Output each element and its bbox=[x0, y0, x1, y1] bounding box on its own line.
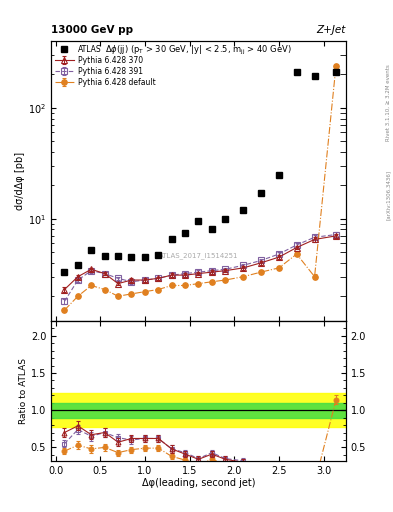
ATLAS bbox=[294, 69, 299, 75]
ATLAS bbox=[169, 237, 174, 243]
ATLAS bbox=[259, 190, 263, 196]
ATLAS bbox=[143, 254, 147, 260]
Text: ATLAS_2017_I1514251: ATLAS_2017_I1514251 bbox=[159, 252, 238, 259]
Y-axis label: dσ/dΔφ [pb]: dσ/dΔφ [pb] bbox=[15, 152, 25, 210]
Text: Z+Jet: Z+Jet bbox=[316, 26, 346, 35]
ATLAS bbox=[183, 229, 187, 236]
Line: ATLAS: ATLAS bbox=[61, 69, 339, 275]
ATLAS bbox=[312, 73, 317, 79]
ATLAS bbox=[241, 207, 246, 213]
ATLAS bbox=[209, 226, 214, 232]
Text: 13000 GeV pp: 13000 GeV pp bbox=[51, 26, 133, 35]
ATLAS bbox=[196, 218, 201, 224]
ATLAS bbox=[223, 216, 228, 222]
Text: Rivet 3.1.10, ≥ 3.2M events: Rivet 3.1.10, ≥ 3.2M events bbox=[386, 64, 391, 141]
ATLAS bbox=[62, 269, 67, 275]
Legend: ATLAS, Pythia 6.428 370, Pythia 6.428 391, Pythia 6.428 default: ATLAS, Pythia 6.428 370, Pythia 6.428 39… bbox=[53, 43, 157, 88]
Text: $\Delta\phi$(jj) (p$_\mathrm{T}$ > 30 GeV, |y| < 2.5, m$_\mathrm{jj}$ > 40 GeV): $\Delta\phi$(jj) (p$_\mathrm{T}$ > 30 Ge… bbox=[105, 44, 292, 57]
ATLAS bbox=[75, 262, 80, 268]
ATLAS bbox=[129, 254, 134, 260]
ATLAS bbox=[89, 247, 94, 253]
X-axis label: Δφ(leading, second jet): Δφ(leading, second jet) bbox=[142, 478, 255, 488]
ATLAS bbox=[102, 253, 107, 259]
Bar bbox=[51, 393, 346, 428]
Bar bbox=[51, 403, 346, 418]
ATLAS bbox=[156, 252, 161, 258]
ATLAS bbox=[277, 172, 281, 178]
Text: [arXiv:1306.3436]: [arXiv:1306.3436] bbox=[386, 169, 391, 220]
Y-axis label: Ratio to ATLAS: Ratio to ATLAS bbox=[19, 358, 28, 424]
ATLAS bbox=[116, 253, 120, 259]
ATLAS bbox=[334, 69, 338, 75]
